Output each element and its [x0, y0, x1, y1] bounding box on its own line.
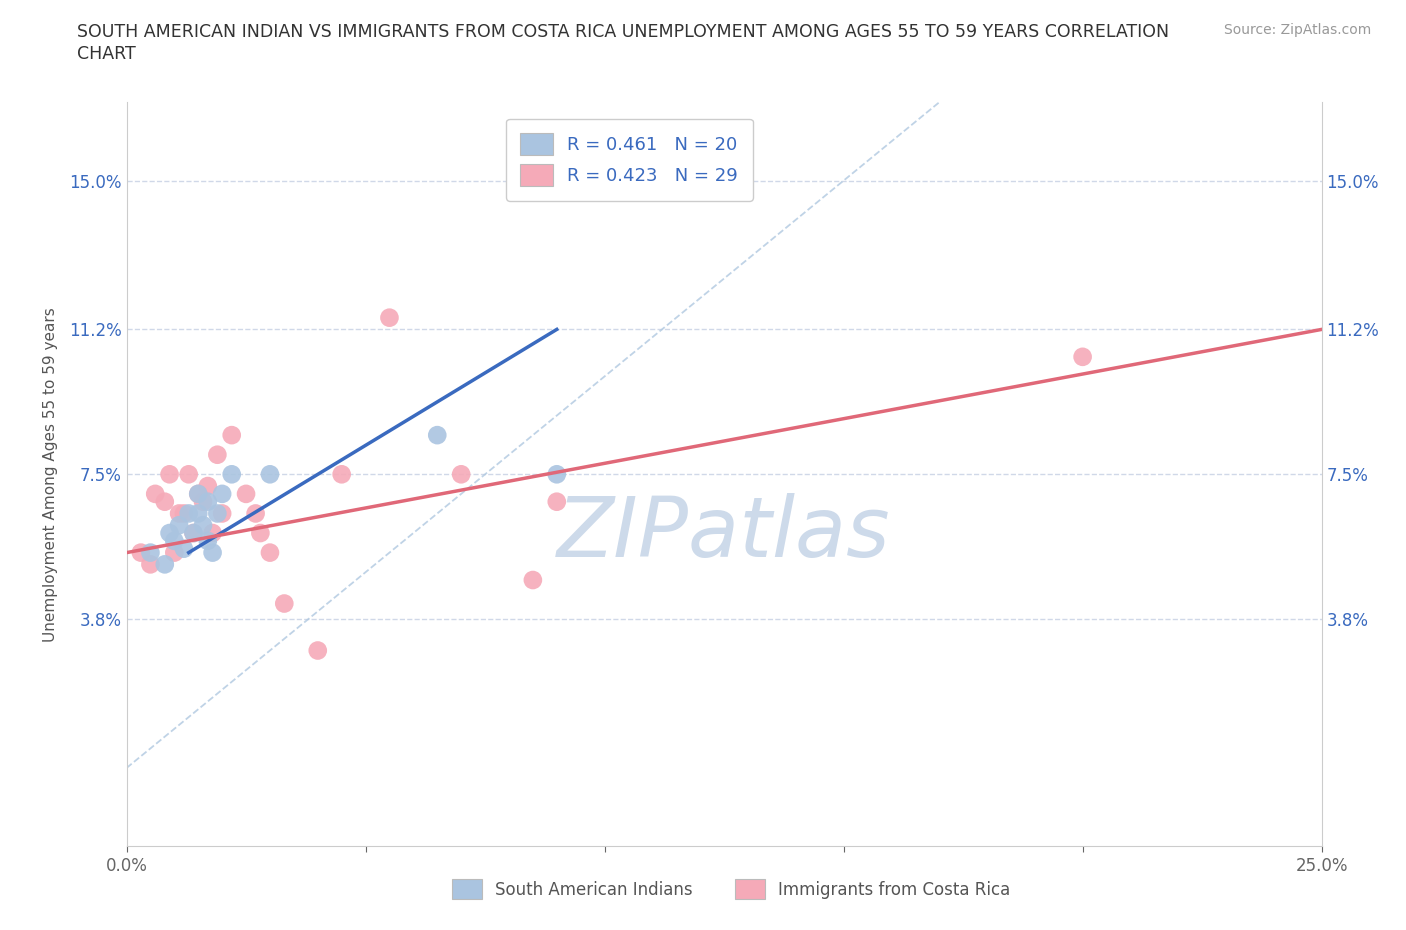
Legend: South American Indians, Immigrants from Costa Rica: South American Indians, Immigrants from …	[444, 870, 1018, 908]
Point	[259, 545, 281, 560]
Point	[129, 545, 152, 560]
Text: SOUTH AMERICAN INDIAN VS IMMIGRANTS FROM COSTA RICA UNEMPLOYMENT AMONG AGES 55 T: SOUTH AMERICAN INDIAN VS IMMIGRANTS FROM…	[77, 23, 1170, 41]
Text: ZIPatlas: ZIPatlas	[557, 493, 891, 575]
Point	[201, 545, 224, 560]
Point	[330, 467, 353, 482]
Point	[450, 467, 472, 482]
Point	[211, 486, 233, 501]
Point	[177, 467, 200, 482]
Point	[546, 494, 568, 509]
Point	[153, 557, 176, 572]
Point	[546, 467, 568, 482]
Point	[139, 557, 162, 572]
Point	[522, 573, 544, 588]
Text: Source: ZipAtlas.com: Source: ZipAtlas.com	[1223, 23, 1371, 37]
Point	[249, 525, 271, 540]
Point	[159, 525, 181, 540]
Point	[245, 506, 267, 521]
Point	[163, 545, 186, 560]
Point	[273, 596, 295, 611]
Point	[378, 311, 401, 325]
Point	[426, 428, 449, 443]
Point	[197, 479, 219, 494]
Point	[221, 467, 243, 482]
Point	[1071, 350, 1094, 365]
Point	[197, 494, 219, 509]
Point	[235, 486, 257, 501]
Point	[183, 525, 205, 540]
Text: CHART: CHART	[77, 45, 136, 62]
Point	[143, 486, 166, 501]
Legend: R = 0.461   N = 20, R = 0.423   N = 29: R = 0.461 N = 20, R = 0.423 N = 29	[506, 119, 752, 201]
Point	[153, 494, 176, 509]
Point	[187, 486, 209, 501]
Point	[159, 467, 181, 482]
Point	[173, 541, 195, 556]
Point	[163, 534, 186, 549]
Point	[207, 447, 229, 462]
Point	[197, 534, 219, 549]
Y-axis label: Unemployment Among Ages 55 to 59 years: Unemployment Among Ages 55 to 59 years	[42, 307, 58, 642]
Point	[139, 545, 162, 560]
Point	[221, 428, 243, 443]
Point	[191, 518, 214, 533]
Point	[307, 643, 329, 658]
Point	[187, 506, 209, 521]
Point	[183, 525, 205, 540]
Point	[173, 506, 195, 521]
Point	[211, 506, 233, 521]
Point	[167, 518, 190, 533]
Point	[187, 486, 209, 501]
Point	[177, 506, 200, 521]
Point	[207, 506, 229, 521]
Point	[191, 494, 214, 509]
Point	[259, 467, 281, 482]
Point	[201, 525, 224, 540]
Point	[167, 506, 190, 521]
